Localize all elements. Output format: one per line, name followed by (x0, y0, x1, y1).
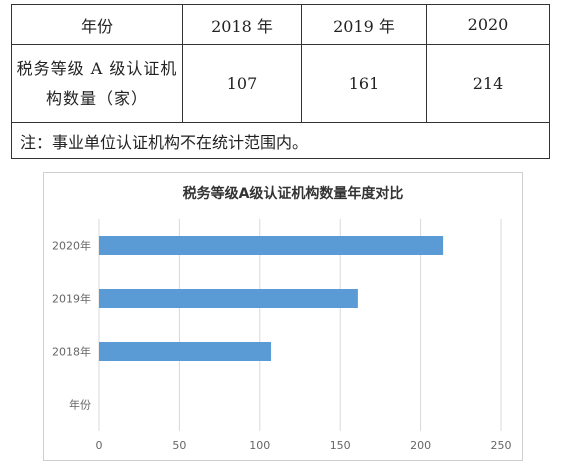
bar-chart: 税务等级A级认证机构数量年度对比 年份 2018年 2019年 2020年 0 50 10… (43, 172, 523, 461)
chart-canvas: 税务等级A级认证机构数量年度对比 年份 2018年 2019年 2020年 0 50 10… (52, 185, 512, 452)
table-header-row: 年份 2018 年 2019 年 2020 (11, 4, 550, 45)
value-cell-2018: 107 (182, 44, 302, 123)
chart-title: 税务等级A级认证机构数量年度对比 (183, 185, 404, 202)
x-tick-label: 100 (249, 439, 270, 452)
x-tick-label: 0 (96, 439, 103, 452)
category-label: 2018年 (52, 345, 91, 359)
category-label: 2019年 (52, 292, 91, 306)
x-tick-label: 50 (172, 439, 186, 452)
header-cell-2018: 2018 年 (182, 4, 302, 45)
table-note-row: 注：事业单位认证机构不在统计范围内。 (11, 122, 550, 159)
bar (99, 342, 272, 361)
value-cell-2020: 214 (426, 44, 550, 123)
x-tick-label: 200 (410, 439, 431, 452)
x-tick-label: 150 (330, 439, 351, 452)
bar (99, 289, 358, 308)
header-cell-2020: 2020 (426, 4, 550, 45)
row-label-cell: 税务等级 A 级认证机 构数量（家） (11, 44, 183, 123)
category-label: 年份 (69, 398, 91, 412)
header-cell-year: 年份 (11, 4, 183, 45)
table-note: 注：事业单位认证机构不在统计范围内。 (11, 122, 550, 159)
chart-x-ticks: 0 50 100 150 200 250 (96, 439, 512, 452)
chart-bars (99, 236, 444, 361)
x-tick-label: 250 (491, 439, 512, 452)
data-table: 年份 2018 年 2019 年 2020 税务等级 A 级认证机 构数量（家）… (11, 4, 550, 159)
category-label: 2020年 (52, 239, 91, 253)
value-cell-2019: 161 (301, 44, 427, 123)
bar (99, 236, 444, 255)
chart-category-labels: 年份 2018年 2019年 2020年 (52, 239, 91, 412)
table-row: 税务等级 A 级认证机 构数量（家） 107 161 214 (11, 44, 550, 123)
row-label-line1: 税务等级 A 级认证机 (16, 58, 178, 78)
row-label-line2: 构数量（家） (45, 88, 148, 108)
header-cell-2019: 2019 年 (301, 4, 427, 45)
